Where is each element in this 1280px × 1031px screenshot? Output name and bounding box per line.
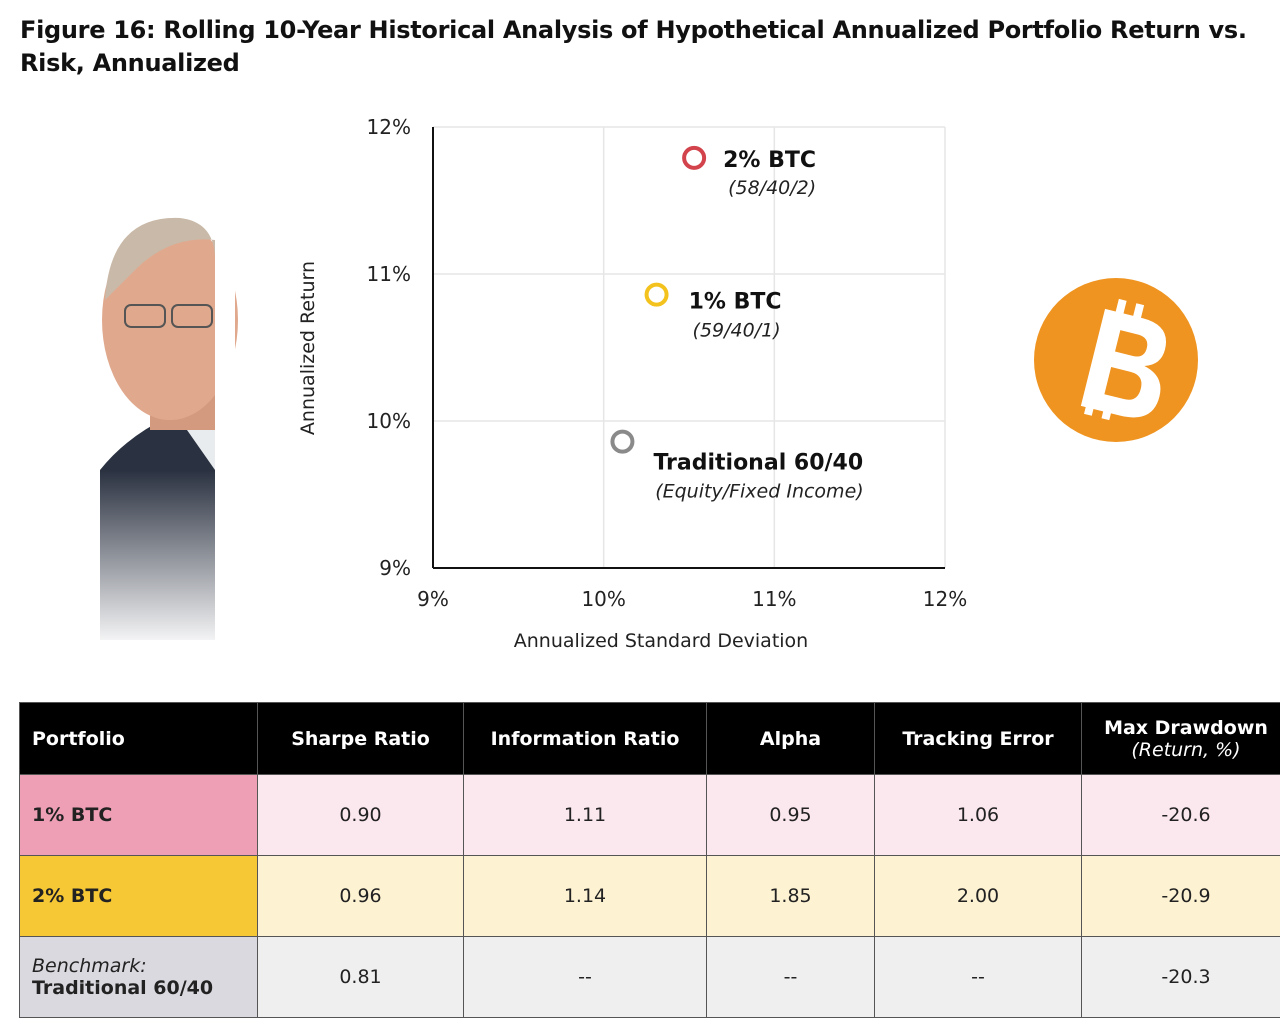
column-header: Alpha	[706, 702, 875, 775]
column-header-text: Max Drawdown	[1104, 716, 1268, 739]
point-note: (59/40/1)	[693, 320, 781, 342]
column-header-text: Tracking Error	[902, 727, 1054, 750]
point-note: (58/40/2)	[728, 177, 816, 199]
chart: 9% 10% 11% 12% 9% 10% 11% 12% Annualized Standar…	[90, 115, 1198, 652]
column-header-text: Sharpe Ratio	[291, 727, 430, 750]
row-name: 1% BTC	[32, 804, 113, 826]
point	[644, 282, 669, 307]
table-row: Benchmark: Traditional 60/40 0.81 -- -- -- -20…	[19, 936, 1280, 1018]
table-cell: -20.3	[1081, 936, 1280, 1018]
point	[610, 429, 635, 454]
column-header: Tracking Error	[874, 702, 1082, 775]
column-header: Information Ratio	[463, 702, 707, 775]
row-header: Benchmark: Traditional 60/40	[19, 936, 258, 1018]
metrics-table: Portfolio Sharpe Ratio Information Ratio Al…	[19, 702, 1280, 1018]
row-name: 2% BTC	[32, 885, 113, 907]
table-row: 1% BTC 0.90 1.11 0.95 1.06 -20.6	[19, 774, 1280, 856]
column-header-text: Alpha	[759, 727, 822, 750]
y-axis-title: Annualized Return	[297, 261, 319, 435]
table-cell: -20.6	[1081, 774, 1280, 856]
table-cell: --	[706, 936, 875, 1018]
point-label: 2% BTC	[723, 148, 816, 173]
table-cell: 0.96	[257, 855, 464, 937]
column-header-text: Information Ratio	[490, 727, 680, 750]
point-label: 1% BTC	[689, 290, 782, 315]
bitcoin-icon	[1034, 278, 1198, 442]
table-cell: --	[874, 936, 1082, 1018]
column-note: (Return, %)	[1131, 738, 1241, 761]
table-cell: 1.14	[463, 855, 707, 937]
y-tick-label: 9%	[379, 556, 411, 580]
column-header: Sharpe Ratio	[257, 702, 464, 775]
table-cell: 1.11	[463, 774, 707, 856]
x-tick-label: 12%	[923, 587, 967, 611]
y-tick-label: 12%	[367, 115, 411, 139]
row-header: 1% BTC	[19, 774, 258, 856]
row-header: 2% BTC	[19, 855, 258, 937]
table-row: 2% BTC 0.96 1.14 1.85 2.00 -20.9	[19, 855, 1280, 937]
column-header-text: Portfolio	[32, 727, 125, 750]
table-cell: -20.9	[1081, 855, 1280, 937]
column-header: Max Drawdown (Return, %)	[1081, 702, 1280, 775]
table-cell: --	[463, 936, 707, 1018]
row-prefix: Benchmark:	[32, 955, 147, 977]
table-cell: 1.06	[874, 774, 1082, 856]
row-name: Traditional 60/40	[32, 977, 214, 999]
x-axis-title: Annualized Standard Deviation	[514, 630, 808, 652]
portrait	[90, 200, 238, 650]
y-tick-label: 10%	[367, 409, 411, 433]
x-tick-label: 11%	[752, 587, 796, 611]
table-cell: 2.00	[874, 855, 1082, 937]
column-header: Portfolio	[19, 702, 258, 775]
y-tick-label: 11%	[367, 262, 411, 286]
x-tick-label: 9%	[417, 587, 449, 611]
table-cell: 0.90	[257, 774, 464, 856]
figure-title: Figure 16: Rolling 10-Year Historical An…	[20, 16, 1247, 77]
point-note: (Equity/Fixed Income)	[655, 481, 863, 503]
x-tick-label: 10%	[581, 587, 625, 611]
point	[682, 145, 707, 170]
table-cell: 1.85	[706, 855, 875, 937]
table-cell: 0.81	[257, 936, 464, 1018]
table-cell: 0.95	[706, 774, 875, 856]
point-label: Traditional 60/40	[653, 451, 863, 476]
